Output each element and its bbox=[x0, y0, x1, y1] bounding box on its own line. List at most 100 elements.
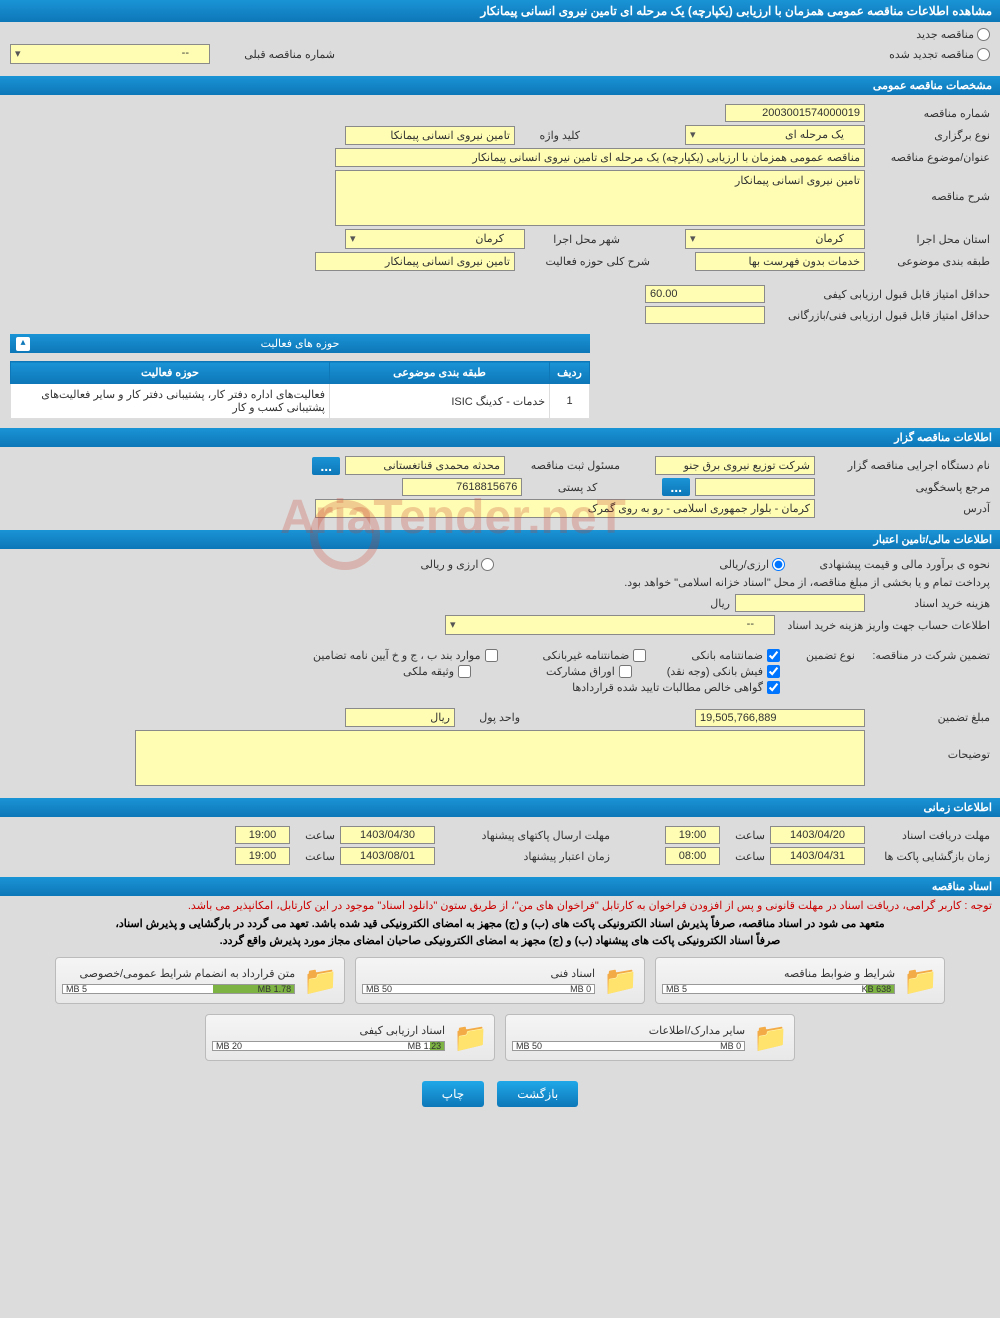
footer-buttons: بازگشت چاپ bbox=[0, 1069, 1000, 1119]
radio-new-tender-input[interactable] bbox=[977, 28, 990, 41]
section-documents: اسناد مناقصه bbox=[0, 877, 1000, 896]
cell-cat: خدمات - کدینگ ISIC bbox=[330, 384, 550, 419]
doc-title-4: اسناد ارزیابی کیفی bbox=[212, 1024, 445, 1037]
org-field: شرکت توزیع نیروی برق جنو bbox=[655, 456, 815, 475]
subject-field: مناقصه عمومی همزمان با ارزیابی (یکپارچه)… bbox=[335, 148, 865, 167]
responder-field bbox=[695, 478, 815, 496]
doc-box-4[interactable]: 📁 اسناد ارزیابی کیفی 1.23 MB20 MB bbox=[205, 1014, 495, 1061]
prev-tender-label: شماره مناقصه قبلی bbox=[215, 48, 335, 61]
city-label: شهر محل اجرا bbox=[530, 233, 620, 246]
col-category: طبقه بندی موضوعی bbox=[330, 362, 550, 384]
col-field: حوزه فعالیت bbox=[11, 362, 330, 384]
activity-desc-field: تامین نیروی انسانی پیمانکار bbox=[315, 252, 515, 271]
note3: صرفاً اسناد الکترونیکی پاکت های پیشنهاد … bbox=[0, 932, 1000, 949]
amount-label: مبلغ تضمین bbox=[870, 711, 990, 724]
category-label: طبقه بندی موضوعی bbox=[870, 255, 990, 268]
open-time-label: ساعت bbox=[725, 850, 765, 863]
folder-icon: 📁 bbox=[753, 1021, 788, 1054]
radio-rial[interactable]: ارزی/ریالی bbox=[719, 558, 785, 571]
province-select[interactable]: کرمان bbox=[685, 229, 865, 249]
postal-field: 7618815676 bbox=[402, 478, 522, 496]
min-tech-field bbox=[645, 306, 765, 324]
activity-table-header: حوزه های فعالیت ▴ bbox=[10, 334, 590, 353]
back-button[interactable]: بازگشت bbox=[497, 1081, 578, 1107]
registrar-browse-button[interactable]: ... bbox=[312, 457, 340, 475]
prev-tender-select[interactable]: -- bbox=[10, 44, 210, 64]
timing-content: مهلت دریافت اسناد 1403/04/20 ساعت 19:00 … bbox=[0, 817, 1000, 874]
submit-time: 19:00 bbox=[235, 826, 290, 844]
open-time: 08:00 bbox=[665, 847, 720, 865]
postal-label: کد پستی bbox=[527, 481, 597, 494]
cb-nonbank-guarantee[interactable]: ضمانتنامه غیربانکی bbox=[543, 649, 647, 662]
radio-currency-label: ارزی و ریالی bbox=[420, 558, 478, 571]
cb-bank-guarantee[interactable]: ضمانتنامه بانکی bbox=[691, 649, 780, 662]
receive-time-label: ساعت bbox=[725, 829, 765, 842]
desc-label: شرح مناقصه bbox=[870, 170, 990, 203]
print-button[interactable]: چاپ bbox=[422, 1081, 484, 1107]
doc-cost-label: هزینه خرید اسناد bbox=[870, 597, 990, 610]
account-select[interactable]: -- bbox=[445, 615, 775, 635]
method-label: نحوه ی برآورد مالی و قیمت پیشنهادی bbox=[790, 558, 990, 571]
receive-time: 19:00 bbox=[665, 826, 720, 844]
radio-rial-input[interactable] bbox=[772, 558, 785, 571]
section-general: مشخصات مناقصه عمومی bbox=[0, 76, 1000, 95]
hold-type-label: نوع برگزاری bbox=[870, 129, 990, 142]
top-options: مناقصه جدید مناقصه تجدید شده شماره مناقص… bbox=[0, 22, 1000, 73]
docs-content: توجه : کاربر گرامی، دریافت اسناد در مهلت… bbox=[0, 896, 1000, 1069]
treasury-note: پرداخت تمام و یا بخشی از مبلغ مناقصه، از… bbox=[10, 574, 990, 591]
currency-unit-label: واحد پول bbox=[460, 711, 520, 724]
radio-renewed-tender-label: مناقصه تجدید شده bbox=[889, 48, 974, 61]
doc-box-1[interactable]: 📁 اسناد فنی 0 MB50 MB bbox=[355, 957, 645, 1004]
cb-deed[interactable]: وثیقه ملکی bbox=[403, 665, 471, 678]
radio-rial-label: ارزی/ریالی bbox=[719, 558, 769, 571]
open-label: زمان بازگشایی پاکت ها bbox=[870, 850, 990, 863]
radio-new-tender-label: مناقصه جدید bbox=[916, 28, 974, 41]
address-field: کرمان - بلوار جمهوری اسلامی - رو به روی … bbox=[315, 499, 815, 518]
cb-bond[interactable]: موارد بند ب ، ج و خ آیین نامه تضامین bbox=[313, 649, 497, 662]
hold-type-select[interactable]: یک مرحله ای bbox=[685, 125, 865, 145]
doc-title-1: اسناد فنی bbox=[362, 967, 595, 980]
responder-browse-button[interactable]: ... bbox=[662, 478, 690, 496]
account-label: اطلاعات حساب جهت واریز هزینه خرید اسناد bbox=[780, 619, 990, 632]
validity-time: 19:00 bbox=[235, 847, 290, 865]
keyword-label: کلید واژه bbox=[520, 129, 580, 142]
doc-cost-field bbox=[735, 594, 865, 612]
doc-box-0[interactable]: 📁 شرایط و ضوابط مناقصه 638 KB5 MB bbox=[655, 957, 945, 1004]
submit-time-label: ساعت bbox=[295, 829, 335, 842]
registrar-field: محدثه محمدی قناتغستانی bbox=[345, 456, 505, 475]
radio-currency-input[interactable] bbox=[481, 558, 494, 571]
notes-label: توضیحات bbox=[870, 730, 990, 761]
doc-cost-unit: ریال bbox=[710, 597, 730, 610]
min-quality-field: 60.00 bbox=[645, 285, 765, 303]
receive-date: 1403/04/20 bbox=[770, 826, 865, 844]
cb-certificate[interactable]: گواهی خالص مطالبات تایید شده قراردادها bbox=[572, 681, 780, 694]
radio-renewed-tender[interactable]: مناقصه تجدید شده bbox=[889, 48, 990, 61]
validity-date: 1403/08/01 bbox=[340, 847, 435, 865]
radio-new-tender[interactable]: مناقصه جدید bbox=[916, 28, 990, 41]
org-label: نام دستگاه اجرایی مناقصه گزار bbox=[820, 459, 990, 472]
cell-field: فعالیت‌های اداره دفتر کار، پشتیبانی دفتر… bbox=[11, 384, 330, 419]
doc-box-3[interactable]: 📁 سایر مدارک/اطلاعات 0 MB50 MB bbox=[505, 1014, 795, 1061]
registrar-label: مسئول ثبت مناقصه bbox=[510, 459, 620, 472]
cb-securities[interactable]: اوراق مشارکت bbox=[546, 665, 632, 678]
city-select[interactable]: کرمان bbox=[345, 229, 525, 249]
doc-box-2[interactable]: 📁 متن قرارداد به انضمام شرایط عمومی/خصوص… bbox=[55, 957, 345, 1004]
financial-content: نحوه ی برآورد مالی و قیمت پیشنهادی ارزی/… bbox=[0, 549, 1000, 795]
cell-n: 1 bbox=[550, 384, 590, 419]
min-tech-label: حداقل امتیاز قابل قبول ارزیابی فنی/بازرگ… bbox=[770, 309, 990, 322]
tender-no-field: 2003001574000019 bbox=[725, 104, 865, 122]
activity-table: ردیف طبقه بندی موضوعی حوزه فعالیت 1 خدما… bbox=[10, 361, 590, 419]
radio-currency[interactable]: ارزی و ریالی bbox=[420, 558, 494, 571]
activity-desc-label: شرح کلی حوزه فعالیت bbox=[520, 255, 650, 268]
doc-title-0: شرایط و ضوابط مناقصه bbox=[662, 967, 895, 980]
cb-bank-receipt[interactable]: فیش بانکی (وجه نقد) bbox=[667, 665, 780, 678]
section-timing: اطلاعات زمانی bbox=[0, 798, 1000, 817]
section-holder: اطلاعات مناقصه گزار bbox=[0, 428, 1000, 447]
holder-content: نام دستگاه اجرایی مناقصه گزار شرکت توزیع… bbox=[0, 447, 1000, 527]
responder-label: مرجع پاسخگویی bbox=[820, 481, 990, 494]
general-content: شماره مناقصه 2003001574000019 نوع برگزار… bbox=[0, 95, 1000, 425]
section-financial: اطلاعات مالی/تامین اعتبار bbox=[0, 530, 1000, 549]
open-date: 1403/04/31 bbox=[770, 847, 865, 865]
collapse-icon[interactable]: ▴ bbox=[16, 337, 30, 351]
radio-renewed-tender-input[interactable] bbox=[977, 48, 990, 61]
